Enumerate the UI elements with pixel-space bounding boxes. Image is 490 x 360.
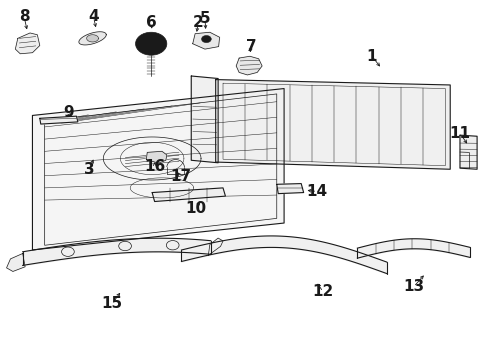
- Text: 13: 13: [403, 279, 424, 294]
- Text: 17: 17: [170, 169, 191, 184]
- Text: 2: 2: [193, 15, 204, 30]
- Polygon shape: [15, 33, 40, 54]
- Circle shape: [147, 40, 156, 47]
- Polygon shape: [6, 253, 25, 271]
- Text: 5: 5: [199, 11, 210, 26]
- Text: 15: 15: [101, 296, 122, 311]
- Polygon shape: [460, 135, 477, 169]
- Polygon shape: [191, 76, 218, 163]
- Text: 14: 14: [307, 184, 328, 199]
- Polygon shape: [193, 32, 220, 49]
- Text: 6: 6: [146, 15, 157, 30]
- Text: 1: 1: [367, 49, 377, 64]
- Polygon shape: [236, 56, 262, 75]
- Text: 10: 10: [186, 201, 207, 216]
- Polygon shape: [32, 89, 284, 250]
- Text: 4: 4: [88, 9, 99, 24]
- Text: 7: 7: [245, 39, 256, 54]
- Polygon shape: [147, 151, 167, 163]
- Circle shape: [201, 36, 211, 42]
- Text: 12: 12: [313, 284, 334, 300]
- Text: 8: 8: [19, 9, 29, 24]
- Polygon shape: [216, 80, 450, 169]
- Text: 9: 9: [63, 105, 74, 120]
- Text: 3: 3: [84, 162, 95, 177]
- Polygon shape: [277, 184, 304, 194]
- Polygon shape: [87, 35, 98, 42]
- Circle shape: [136, 32, 167, 55]
- Polygon shape: [208, 238, 223, 255]
- Circle shape: [141, 36, 161, 51]
- Polygon shape: [79, 32, 106, 45]
- Text: 16: 16: [144, 159, 165, 174]
- Polygon shape: [40, 116, 78, 124]
- Polygon shape: [152, 188, 225, 202]
- Text: 11: 11: [449, 126, 470, 141]
